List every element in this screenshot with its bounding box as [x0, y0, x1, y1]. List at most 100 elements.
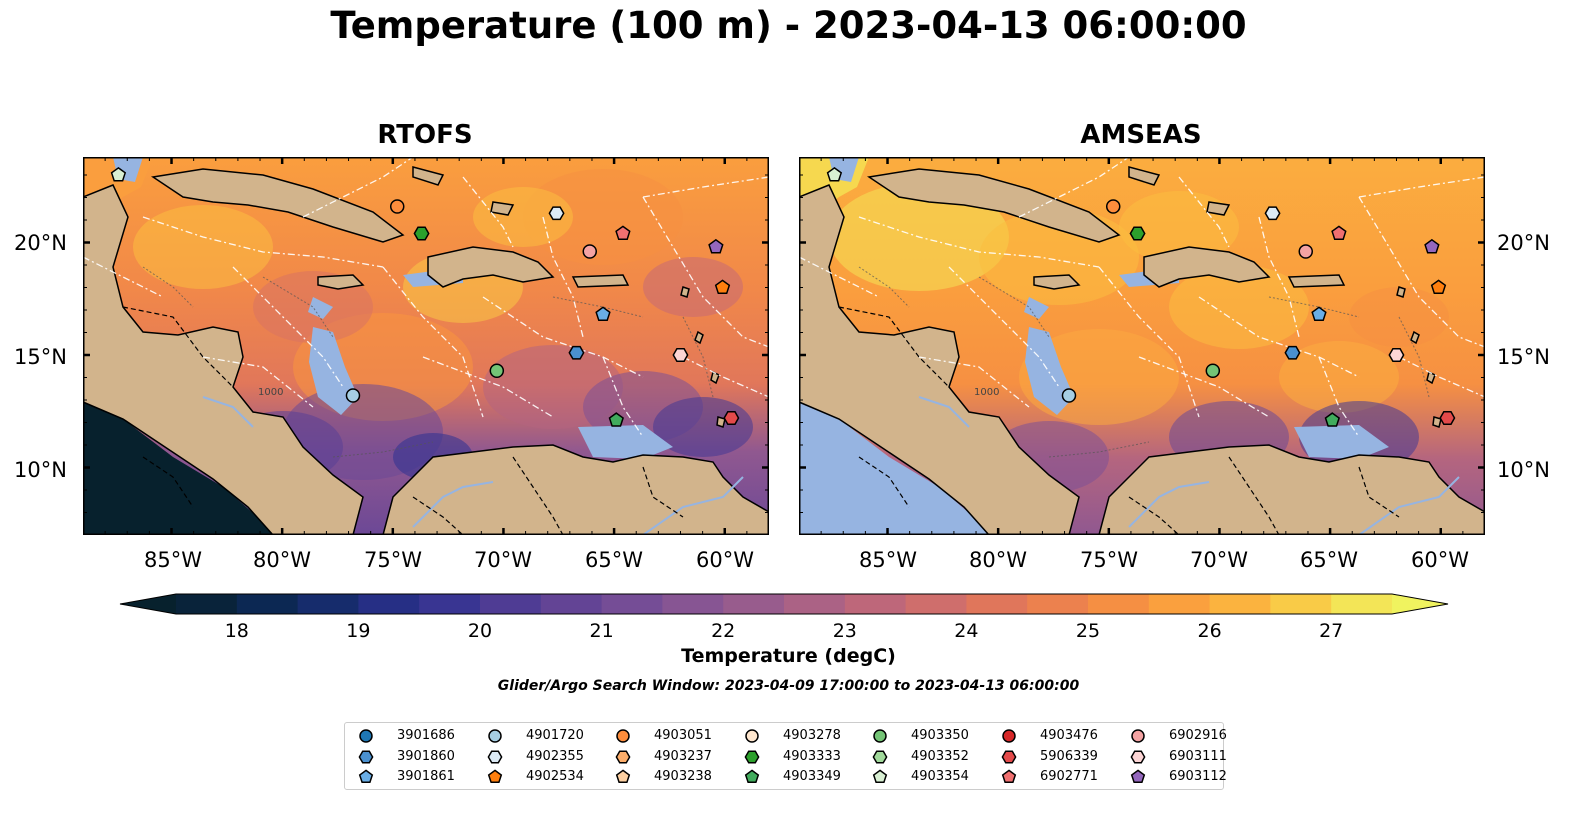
legend-label: 3901686	[397, 728, 455, 743]
legend-marker-circle	[1002, 729, 1016, 743]
legend-label: 4903333	[783, 748, 841, 764]
legend-label: 4903350	[911, 728, 969, 743]
legend: 3901686 3901860 3901861 4901720 4902355 49025…	[344, 722, 1227, 790]
legend-marker-circle	[1131, 729, 1145, 743]
legend-label: 4903278	[783, 728, 841, 743]
legend-label: 4902534	[526, 769, 584, 784]
float-marker-6903112	[708, 238, 724, 254]
float-marker-4902534	[1430, 279, 1447, 295]
lat-label-10n-right: 10°N	[1497, 458, 1550, 482]
pacific-ocean	[799, 402, 989, 535]
float-marker-6903111	[1388, 348, 1405, 362]
colorbar-tick-label: 27	[1319, 620, 1344, 642]
land-mass	[1432, 416, 1442, 428]
land-mass	[412, 166, 445, 186]
colorbar-bin	[1331, 594, 1393, 614]
lon-label-70w: 70°W	[1190, 548, 1248, 572]
land-mass	[1206, 201, 1231, 216]
legend-label: 6902771	[1040, 769, 1098, 784]
float-marker-3901860	[568, 345, 585, 360]
colorbar-bin	[1148, 594, 1211, 614]
map-frame	[83, 157, 769, 535]
map-panel-amseas: 1000	[799, 157, 1485, 535]
colorbar-tick-label: 25	[1075, 620, 1101, 642]
float-marker-6902916	[582, 244, 598, 259]
legend-marker-pentagon	[872, 769, 888, 784]
land-mass	[427, 246, 555, 288]
colorbar-bin	[540, 594, 603, 614]
float-marker-4901720	[345, 388, 361, 403]
land-mass	[680, 286, 690, 298]
land-mass	[150, 168, 405, 243]
float-marker-4903350	[1205, 363, 1221, 378]
colorbar-tick-label: 19	[346, 620, 371, 642]
legend-label: 4901720	[526, 728, 584, 743]
legend-marker-hexagon	[872, 750, 888, 763]
float-marker-4903349	[608, 412, 624, 427]
legend-label: 6902916	[1169, 728, 1227, 743]
legend-label: 3901860	[397, 748, 455, 764]
colorbar-bin	[784, 594, 846, 614]
float-marker-4902534	[714, 279, 731, 295]
colorbar-label: Temperature (degC)	[681, 645, 896, 667]
legend-label: 4903354	[911, 769, 969, 784]
colorbar-bin	[966, 594, 1028, 614]
lon-label-70w: 70°W	[474, 548, 532, 572]
figure-title: Temperature (100 m) - 2023-04-13 06:00:0…	[330, 4, 1247, 47]
float-marker-4901720	[1061, 388, 1077, 403]
land-mass	[694, 330, 704, 345]
panel-title-rtofs: RTOFS	[377, 120, 473, 150]
legend-marker-pentagon	[1001, 769, 1017, 784]
land-mass	[1410, 330, 1420, 345]
colorbar-min-extend	[120, 594, 176, 614]
legend-marker-pentagon	[1130, 769, 1146, 784]
legend-label: 6903111	[1169, 748, 1227, 764]
float-marker-6903112	[1424, 238, 1440, 254]
colorbar-bin	[1088, 594, 1150, 614]
search-window-text: Glider/Argo Search Window: 2023-04-09 17…	[497, 678, 1080, 694]
colorbar-bin	[419, 594, 481, 614]
legend-label: 4902355	[526, 748, 584, 764]
colorbar-bin	[723, 594, 785, 614]
lat-label-15n-left: 15°N	[14, 345, 67, 369]
colorbar-tick-label: 20	[467, 620, 493, 642]
lat-label-20n-right: 20°N	[1497, 231, 1550, 255]
colorbar-max-extend	[1392, 594, 1448, 614]
lon-label-65w: 65°W	[1300, 548, 1358, 572]
float-marker-4903350	[489, 363, 505, 378]
colorbar-outline	[119, 593, 1449, 615]
contour-label: 1000	[974, 387, 999, 398]
legend-marker-hexagon	[358, 750, 374, 763]
colorbar-bin	[358, 594, 420, 614]
float-marker-4903354	[826, 166, 843, 182]
legend-marker-pentagon	[358, 769, 374, 784]
float-marker-6902771	[615, 225, 631, 241]
land-mass	[866, 168, 1121, 243]
land-mass	[1128, 166, 1161, 186]
colorbar-bin	[1209, 594, 1271, 614]
legend-marker-circle	[616, 729, 630, 743]
colorbar-tick-label: 21	[589, 620, 614, 642]
legend-label: 4903476	[1040, 728, 1098, 743]
colorbar-tick-label: 24	[954, 620, 979, 642]
lon-label-60w: 60°W	[1411, 548, 1469, 572]
colorbar-tick-label: 18	[224, 620, 249, 642]
float-marker-3901860	[1284, 345, 1301, 360]
legend-label: 4903238	[654, 769, 712, 784]
lon-label-85w: 85°W	[859, 548, 917, 572]
pacific-ocean	[83, 402, 273, 535]
float-marker-6902916	[1298, 244, 1314, 259]
legend-label: 5906339	[1040, 748, 1098, 764]
legend-label: 6903112	[1169, 769, 1227, 784]
legend-marker-hexagon	[615, 750, 631, 763]
legend-marker-circle	[488, 729, 502, 743]
float-marker-4902355	[1264, 206, 1281, 221]
colorbar-bin	[480, 594, 542, 614]
colorbar-bin	[1027, 594, 1089, 614]
lon-label-65w: 65°W	[585, 548, 643, 572]
colorbar-bin	[236, 594, 299, 614]
lat-label-10n-left: 10°N	[14, 458, 67, 482]
lon-label-60w: 60°W	[696, 548, 754, 572]
legend-marker-pentagon	[615, 769, 631, 784]
colorbar	[118, 592, 1450, 616]
